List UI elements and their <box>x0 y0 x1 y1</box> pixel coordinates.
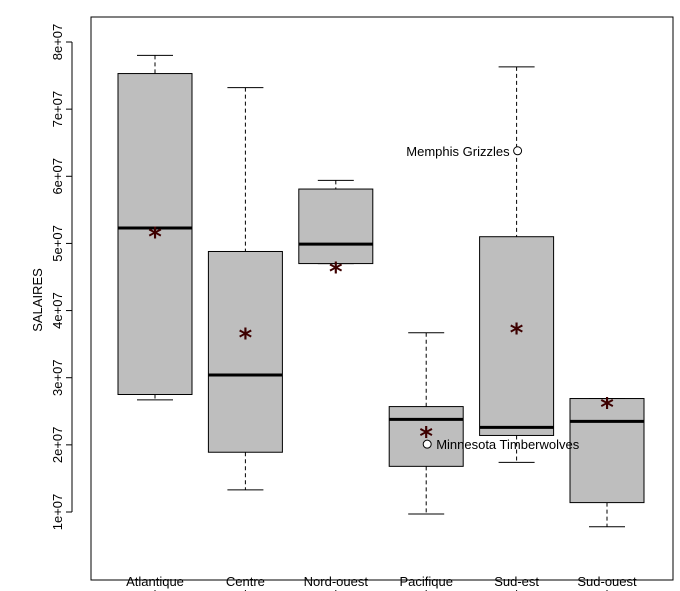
box-centre: * <box>207 87 283 491</box>
x-axis: Atlantique Centre Nord-ouest Pacifique Sud-e… <box>126 574 637 591</box>
mean-marker: * <box>600 393 614 423</box>
iqr-box <box>388 406 464 467</box>
y-axis-title: SALAIRES <box>30 268 45 332</box>
outlier-label: Minnesota Timberwolves <box>436 437 580 452</box>
x-tick-label: Sud-est <box>494 574 539 589</box>
y-tick-label: 3e+07 <box>50 359 65 396</box>
mean-marker: * <box>329 257 343 287</box>
x-tick-label: Centre <box>226 574 265 589</box>
outliers-layer: Minnesota Timberwolves Memphis Grizzles <box>406 144 579 452</box>
box-sud-ouest: * <box>569 393 645 528</box>
x-tick-label: Sud-ouest <box>577 574 637 589</box>
plot-frame <box>90 16 674 581</box>
y-tick-label: 8e+07 <box>50 24 65 61</box>
mean-marker: * <box>148 222 162 252</box>
outlier-point <box>513 146 523 156</box>
box-atlantique: * <box>117 54 193 401</box>
box-sud-est: * <box>479 66 555 463</box>
iqr-box <box>117 73 193 396</box>
iqr-box <box>207 250 283 453</box>
iqr-box <box>298 188 374 265</box>
mean-marker: * <box>239 324 253 354</box>
iqr-box <box>569 398 645 504</box>
x-tick-label: Pacifique <box>399 574 452 589</box>
y-tick-label: 4e+07 <box>50 292 65 329</box>
y-tick-label: 6e+07 <box>50 158 65 195</box>
iqr-box <box>479 236 555 436</box>
box-pacifique: * <box>388 332 464 515</box>
x-tick-label: Atlantique <box>126 574 184 589</box>
y-tick-label: 7e+07 <box>50 91 65 128</box>
outlier-point <box>422 439 432 449</box>
outlier-label: Memphis Grizzles <box>406 144 510 159</box>
mean-marker: * <box>510 318 524 348</box>
y-tick-label: 2e+07 <box>50 427 65 464</box>
boxes-layer: * * * * * * <box>117 54 645 528</box>
x-tick-label: Nord-ouest <box>304 574 369 589</box>
y-axis: 1e+07 2e+07 3e+07 4e+07 5e+07 6e+07 7e+07 8e+07 <box>50 24 73 531</box>
box-nord-ouest: * <box>298 179 374 287</box>
y-tick-label: 1e+07 <box>50 494 65 531</box>
y-tick-label: 5e+07 <box>50 225 65 262</box>
